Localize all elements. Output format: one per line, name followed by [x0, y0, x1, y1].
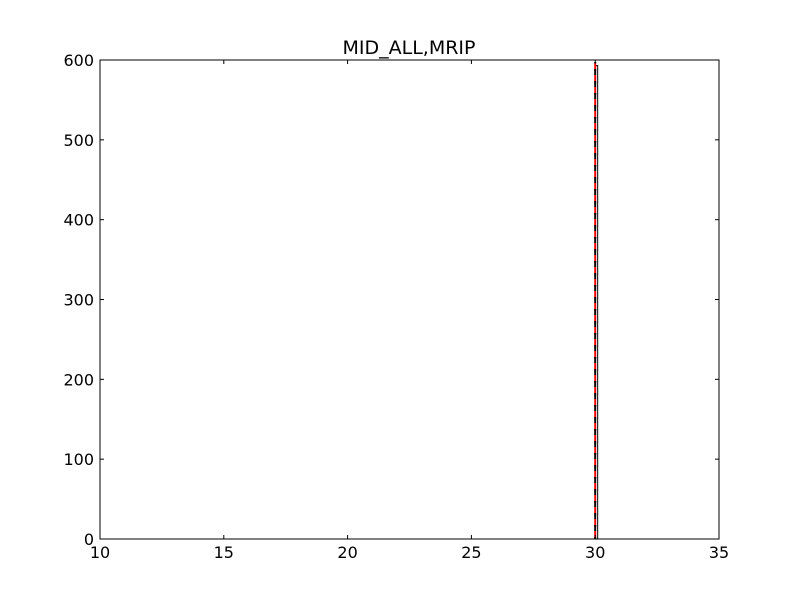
- x-tick-label: 30: [585, 543, 605, 562]
- y-tick-label: 500: [63, 131, 94, 150]
- y-tick-label: 100: [63, 450, 94, 469]
- x-tick-label: 15: [214, 543, 234, 562]
- y-tick-label: 400: [63, 211, 94, 230]
- x-axis-ticks: 10 15 20 25 30 35: [90, 60, 729, 562]
- chart-title: MID_ALL,MRIP: [343, 37, 476, 59]
- x-tick-label: 10: [90, 543, 110, 562]
- plot-area: 10 15 20 25 30 35 0 100 200 300 400 500 600: [63, 51, 729, 562]
- y-tick-label: 600: [63, 51, 94, 70]
- x-tick-label: 25: [461, 543, 481, 562]
- y-tick-label: 0: [84, 530, 94, 549]
- y-tick-label: 200: [63, 370, 94, 389]
- x-tick-label: 35: [709, 543, 729, 562]
- y-axis-ticks: 0 100 200 300 400 500 600: [63, 51, 719, 549]
- x-tick-label: 20: [337, 543, 357, 562]
- y-tick-label: 300: [63, 291, 94, 310]
